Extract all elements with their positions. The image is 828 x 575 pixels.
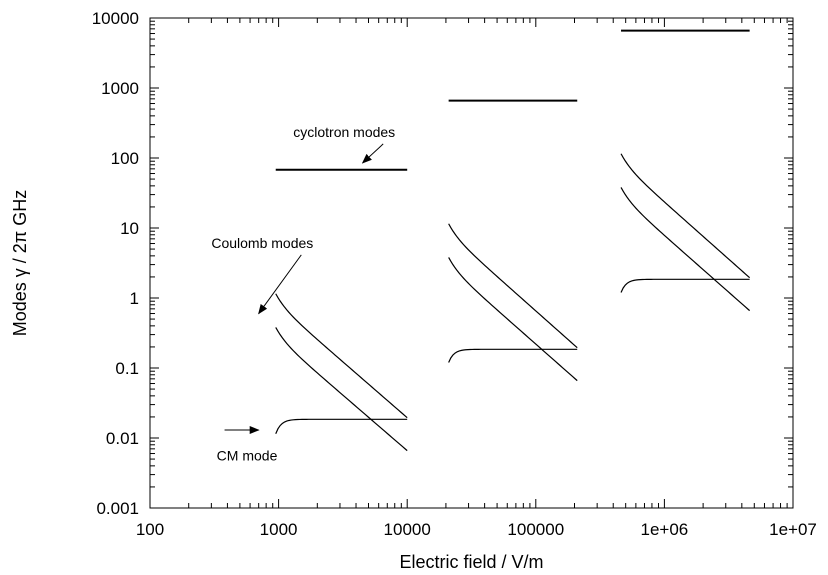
y-tick-label: 1: [130, 289, 139, 308]
x-tick-label: 1e+06: [641, 520, 689, 539]
coulomb-upper-line-1: [275, 293, 408, 419]
series: [275, 29, 751, 452]
x-axis-label: Electric field / V/m: [399, 552, 543, 572]
x-tick-label: 100: [136, 520, 164, 539]
coulomb-lower-line-1: [275, 327, 408, 452]
y-tick-label: 0.01: [106, 429, 139, 448]
annotation-arrow: [258, 254, 302, 315]
plot-frame: [149, 17, 794, 509]
x-tick-label: 100000: [507, 520, 564, 539]
coulomb-lower-line-3: [620, 187, 751, 312]
annotations: cyclotron modes Coulomb modes CM mode: [211, 124, 395, 463]
y-tick-label: 10: [120, 219, 139, 238]
coulomb-lower-line-2: [448, 257, 578, 382]
cm-mode-line-2: [448, 348, 578, 363]
cm-mode-line-1: [275, 418, 408, 434]
x-tick-label: 1e+07: [769, 520, 817, 539]
y-tick-label: 10000: [92, 9, 139, 28]
annotation-label: CM mode: [217, 447, 278, 463]
x-tick-label: 10000: [384, 520, 431, 539]
y-tick-label: 1000: [101, 79, 139, 98]
y-tick-label: 0.001: [96, 499, 139, 518]
x-tick-label: 1000: [260, 520, 298, 539]
annotation-label: cyclotron modes: [293, 124, 395, 140]
y-axis-label: Modes γ / 2π GHz: [10, 190, 30, 336]
coulomb-upper-line-2: [448, 223, 578, 349]
annotation-arrow: [361, 143, 384, 164]
y-tick-label: 100: [111, 149, 139, 168]
cm-mode-line-3: [620, 278, 750, 293]
ticks: 100 1000 10000 100000 1e+06 1e+07 0.001 0.01 0.1…: [92, 9, 817, 539]
annotation-label: Coulomb modes: [211, 235, 313, 251]
coulomb-upper-line-3: [620, 153, 751, 279]
y-tick-label: 0.1: [115, 359, 139, 378]
